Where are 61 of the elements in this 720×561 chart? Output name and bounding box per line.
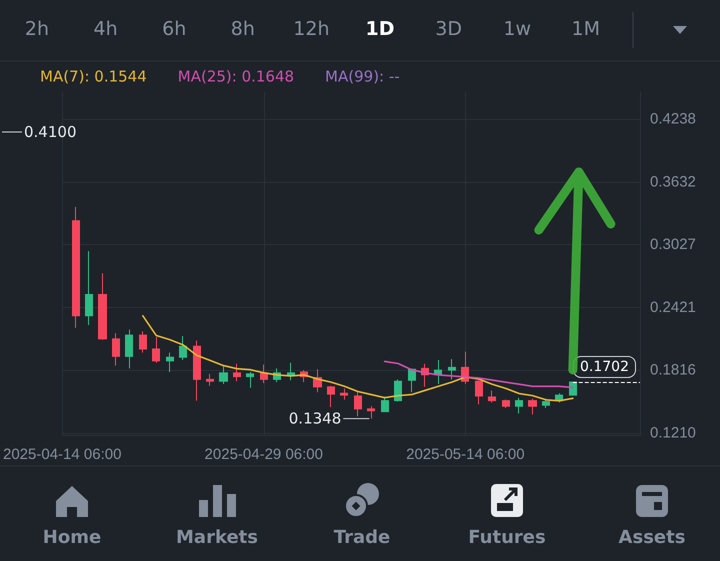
- candlestick: [179, 336, 187, 360]
- y-tick-label: 0.2421: [650, 298, 696, 316]
- text: 8h: [230, 18, 255, 40]
- candlestick: [98, 272, 107, 340]
- text: 2h: [24, 18, 50, 40]
- text: Futures: [468, 527, 546, 548]
- candlestick: [85, 250, 93, 326]
- candlestick: [72, 206, 80, 328]
- candlestick: [260, 364, 268, 384]
- text: 4h: [94, 18, 118, 40]
- candlestick: [287, 362, 295, 381]
- x-tick-label: 2025-04-29 06:00: [204, 446, 323, 463]
- text: Home: [42, 527, 102, 548]
- candlestick: [502, 399, 510, 409]
- candlestick: [219, 366, 228, 385]
- candlestick: [166, 352, 174, 372]
- text: 1D: [366, 18, 394, 40]
- y-tick-label: 0.1210: [650, 424, 696, 442]
- candlestick: [152, 336, 160, 364]
- candlestick: [340, 388, 348, 400]
- candlestick: [246, 371, 254, 388]
- candlestick: [528, 398, 537, 415]
- text: 6h: [162, 18, 186, 40]
- text: 1M: [572, 18, 600, 40]
- candlestick: [542, 398, 550, 409]
- annotation: 0.4100: [24, 123, 76, 141]
- candlestick: [394, 378, 402, 402]
- annotation: 0.1348: [288, 410, 342, 428]
- candlestick: [139, 330, 147, 354]
- candlestick: [448, 358, 456, 380]
- candlestick: [475, 380, 483, 405]
- candlestick: [381, 396, 389, 412]
- candlestick: [354, 392, 362, 417]
- candlestick: [367, 406, 375, 420]
- line-series: [384, 360, 574, 388]
- x-tick-label: 2025-04-14 06:00: [3, 446, 122, 463]
- text: 12h: [293, 18, 330, 40]
- candlestick: [408, 368, 416, 393]
- candlestick: [488, 390, 496, 403]
- text: 3D: [435, 18, 462, 40]
- text: MA(7): 0.1544: [40, 68, 147, 86]
- text: Trade: [334, 527, 390, 548]
- y-tick-label: 0.3632: [650, 173, 696, 190]
- text: Assets: [618, 527, 686, 548]
- text: Markets: [176, 527, 258, 548]
- candlestick: [193, 340, 201, 402]
- text: MA(25): 0.1648: [178, 68, 294, 86]
- candlestick: [233, 363, 241, 382]
- y-tick-label: 0.4238: [650, 110, 696, 128]
- text: 1w: [503, 18, 532, 40]
- y-tick-label: 0.1816: [650, 362, 696, 379]
- candlestick: [515, 397, 523, 414]
- x-tick-label: 2025-05-14 06:00: [406, 446, 525, 463]
- candlestick: [327, 385, 335, 408]
- legend-label: MA(99): --: [325, 68, 400, 86]
- candlestick: [125, 329, 133, 369]
- ref-line-label: 0.1702: [580, 358, 629, 375]
- line-series: [142, 315, 574, 402]
- y-tick-label: 0.3027: [650, 236, 696, 254]
- candlestick: [206, 373, 214, 386]
- candlestick: [112, 332, 120, 366]
